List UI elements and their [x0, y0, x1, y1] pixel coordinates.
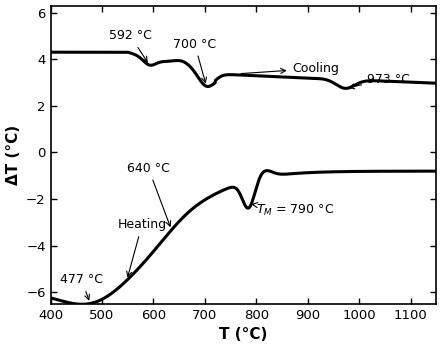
- Text: $T_M$ = 790 °C: $T_M$ = 790 °C: [252, 203, 335, 218]
- Text: 640 °C: 640 °C: [127, 161, 171, 226]
- Text: 700 °C: 700 °C: [173, 38, 216, 82]
- Text: 592 °C: 592 °C: [109, 29, 152, 62]
- Text: Heating: Heating: [118, 218, 167, 277]
- Y-axis label: ΔT (°C): ΔT (°C): [6, 125, 21, 185]
- Text: 973 °C: 973 °C: [349, 72, 410, 89]
- Text: 477 °C: 477 °C: [60, 273, 103, 300]
- X-axis label: T (°C): T (°C): [219, 327, 268, 342]
- Text: Cooling: Cooling: [241, 62, 339, 75]
